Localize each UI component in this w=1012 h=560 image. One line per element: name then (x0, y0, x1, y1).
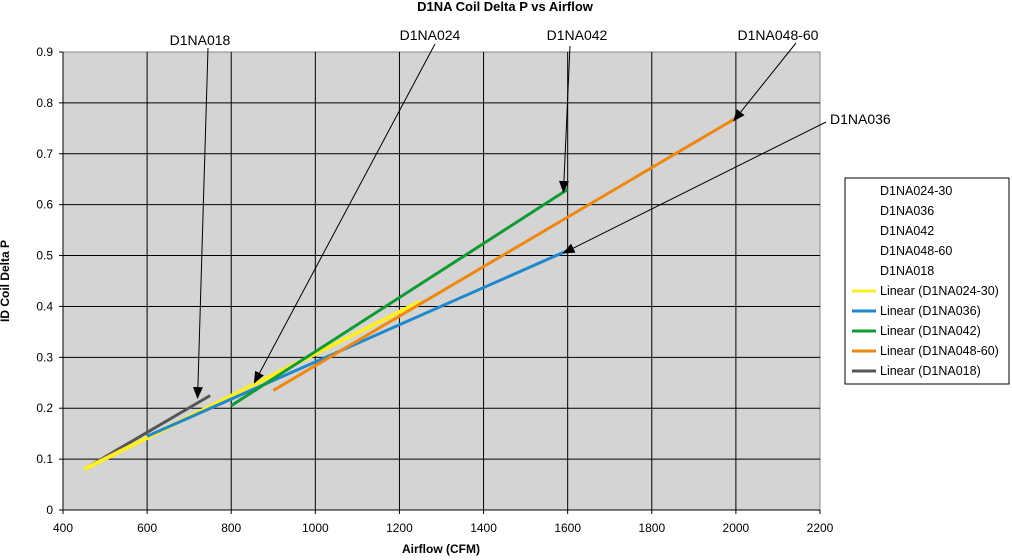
legend-entry: D1NA024-30 (880, 184, 952, 198)
y-tick-label: 0.2 (36, 401, 53, 415)
trendline-linear-d1na042- (230, 188, 569, 407)
y-tick-label: 0.8 (36, 96, 53, 110)
legend-entry: D1NA036 (880, 204, 934, 218)
plot-area (62, 51, 821, 511)
legend-entry: Linear (D1NA048-60) (880, 344, 999, 358)
x-tick-label: 800 (221, 521, 241, 535)
x-tick-label: 1600 (554, 521, 581, 535)
annotations: D1NA018 D1NA024 D1NA042 D1NA048-60 D1NA036 (170, 27, 891, 400)
y-tick-label: 0.4 (36, 299, 53, 313)
y-tick-label: 0.6 (36, 198, 53, 212)
legend-entry: Linear (D1NA018) (880, 364, 981, 378)
y-axis-title: ID Coil Delta P (0, 240, 12, 322)
y-tick-label: 0.9 (36, 45, 53, 59)
trendlines (83, 116, 737, 472)
annotation-label: D1NA036 (830, 111, 891, 127)
x-tick-label: 2200 (807, 521, 834, 535)
y-tick-label: 0.5 (36, 249, 53, 263)
y-tick-label: 0.1 (36, 452, 53, 466)
annotation-arrow (253, 43, 436, 384)
y-tick-label: 0.3 (36, 350, 53, 364)
chart-title: D1NA Coil Delta P vs Airflow (417, 0, 594, 14)
x-axis-title: Airflow (CFM) (402, 542, 480, 556)
x-tick-label: 1800 (638, 521, 665, 535)
annotation-arrow (192, 47, 209, 400)
annotation-label: D1NA024 (400, 27, 461, 43)
legend-entry: Linear (D1NA036) (880, 304, 981, 318)
legend-entry: Linear (D1NA024-30) (880, 284, 999, 298)
trendline-linear-d1na048-60- (272, 116, 737, 392)
legend-entry: D1NA018 (880, 264, 934, 278)
x-tick-label: 1400 (470, 521, 497, 535)
trendline-linear-d1na036- (146, 249, 569, 438)
x-tick-label: 2000 (723, 521, 750, 535)
x-tick-label: 600 (137, 521, 157, 535)
annotation-arrow (562, 121, 827, 254)
legend-entry: D1NA048-60 (880, 244, 952, 258)
x-tick-label: 1000 (302, 521, 329, 535)
legend-entry: D1NA042 (880, 224, 934, 238)
annotation-label: D1NA042 (547, 27, 608, 43)
x-tick-label: 400 (53, 521, 73, 535)
legend: D1NA024-30 D1NA036 D1NA042 D1NA048-60 D1NA01… (844, 177, 1010, 385)
legend-entry: Linear (D1NA042) (880, 324, 981, 338)
x-tick-label: 1200 (386, 521, 413, 535)
gridlines (63, 52, 820, 510)
annotation-arrow (558, 45, 571, 193)
y-tick-label: 0.7 (36, 147, 53, 161)
annotation-label: D1NA018 (170, 32, 231, 48)
y-tick-label: 0 (46, 503, 53, 517)
trendline-linear-d1na024-30- (83, 299, 422, 472)
axes: 400 600 800 1000 1200 1400 1600 1800 2000 2200 0 0.… (36, 45, 833, 535)
annotation-label: D1NA048-60 (738, 27, 819, 43)
annotation-arrow (733, 42, 797, 122)
